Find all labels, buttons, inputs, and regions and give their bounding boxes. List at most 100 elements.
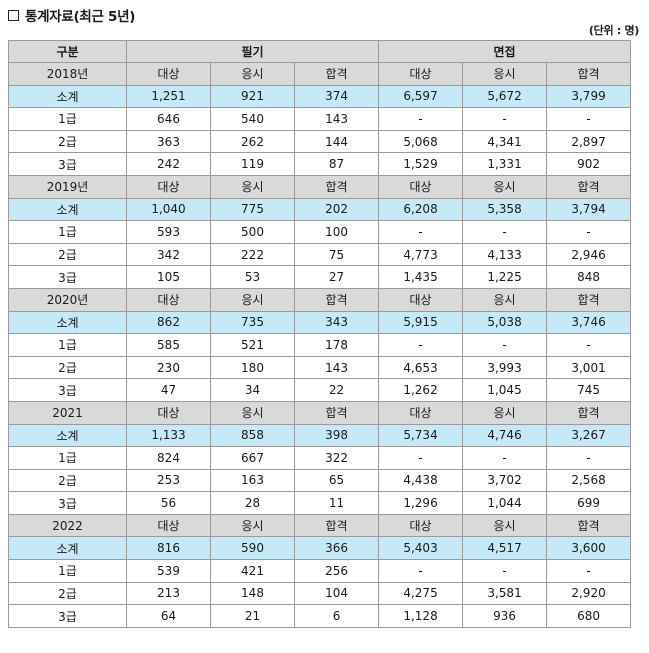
table-row: 3급 242 119 87 1,529 1,331 902 — [8, 152, 632, 176]
row-label: 소계 — [8, 536, 127, 561]
table-cell: 4,341 — [462, 129, 548, 154]
year-label: 2021 — [8, 400, 127, 425]
table-cell: 5,068 — [378, 129, 464, 154]
year-header-row: 2022 대상 응시 합격 대상 응시 합격 — [8, 513, 632, 538]
table-cell: 3,993 — [462, 355, 548, 380]
table-row: 2급 342 222 75 4,773 4,133 2,946 — [8, 242, 632, 267]
table-cell: 824 — [126, 446, 211, 470]
table-cell: 87 — [293, 152, 380, 176]
table-cell: 1,133 — [126, 423, 211, 448]
table-cell: - — [546, 559, 632, 583]
table-cell: - — [546, 333, 632, 357]
table-cell: 242 — [126, 152, 211, 176]
column-header: 대상 — [126, 513, 211, 538]
table-cell: 202 — [293, 197, 380, 222]
statistics-table-body: 구분 필기 면접 2018년 대상 응시 합격 대상 응시 합격 소계 1,251 921 374 6… — [8, 40, 632, 628]
column-header: 응시 — [210, 513, 295, 538]
table-cell: 2,568 — [546, 468, 632, 493]
table-cell: 1,435 — [378, 265, 464, 289]
table-cell: - — [378, 446, 464, 470]
column-header: 대상 — [378, 513, 464, 538]
subtotal-row: 소계 1,133 858 398 5,734 4,746 3,267 — [8, 423, 632, 448]
unit-note: (단위 : 명) — [588, 24, 639, 37]
table-cell: 6,597 — [378, 84, 464, 109]
table-row: 3급 64 21 6 1,128 936 680 — [8, 604, 632, 628]
year-label: 2018년 — [8, 62, 127, 86]
table-cell: 105 — [126, 265, 211, 289]
subtotal-row: 소계 816 590 366 5,403 4,517 3,600 — [8, 536, 632, 561]
column-header: 대상 — [378, 62, 464, 86]
table-row: 2급 363 262 144 5,068 4,341 2,897 — [8, 129, 632, 154]
table-cell: 1,331 — [462, 152, 548, 176]
table-cell: - — [546, 107, 632, 131]
table-cell: 421 — [210, 559, 295, 583]
table-cell: 500 — [210, 220, 295, 244]
table-cell: 21 — [210, 604, 295, 628]
section-title-text: 통계자료(최근 5년) — [25, 9, 136, 25]
table-cell: - — [462, 333, 548, 357]
table-cell: 1,040 — [126, 197, 211, 222]
subtotal-row: 소계 1,040 775 202 6,208 5,358 3,794 — [8, 197, 632, 222]
table-cell: 28 — [210, 491, 295, 515]
row-label: 2급 — [8, 129, 127, 154]
table-cell: 1,225 — [462, 265, 548, 289]
table-cell: - — [546, 220, 632, 244]
table-cell: 4,773 — [378, 242, 464, 267]
year-label: 2019년 — [8, 174, 127, 199]
table-cell: 902 — [546, 152, 632, 176]
row-label: 소계 — [8, 310, 127, 335]
table-cell: 148 — [210, 581, 295, 606]
column-header: 응시 — [210, 287, 295, 312]
column-header: 합격 — [546, 400, 632, 425]
year-header-row: 2018년 대상 응시 합격 대상 응시 합격 — [8, 62, 632, 86]
table-cell: 593 — [126, 220, 211, 244]
column-header: 대상 — [126, 400, 211, 425]
table-cell: 230 — [126, 355, 211, 380]
table-cell: 936 — [462, 604, 548, 628]
column-header: 합격 — [293, 287, 380, 312]
table-cell: 222 — [210, 242, 295, 267]
table-cell: 178 — [293, 333, 380, 357]
column-header: 응시 — [210, 174, 295, 199]
table-cell: 5,734 — [378, 423, 464, 448]
row-label: 3급 — [8, 152, 127, 176]
table-row: 2급 230 180 143 4,653 3,993 3,001 — [8, 355, 632, 380]
row-label: 3급 — [8, 491, 127, 515]
column-header: 응시 — [462, 62, 548, 86]
table-cell: 374 — [293, 84, 380, 109]
table-cell: 3,794 — [546, 197, 632, 222]
table-cell: 27 — [293, 265, 380, 289]
table-cell: 862 — [126, 310, 211, 335]
column-header: 합격 — [293, 513, 380, 538]
column-header: 응시 — [462, 174, 548, 199]
table-cell: 5,358 — [462, 197, 548, 222]
column-header: 합격 — [546, 174, 632, 199]
table-cell: 1,296 — [378, 491, 464, 515]
table-cell: 3,267 — [546, 423, 632, 448]
table-cell: 1,044 — [462, 491, 548, 515]
year-header-row: 2021 대상 응시 합격 대상 응시 합격 — [8, 400, 632, 425]
table-cell: 3,600 — [546, 536, 632, 561]
section-title: 통계자료(최근 5년) — [8, 4, 135, 26]
table-cell: 64 — [126, 604, 211, 628]
table-cell: 163 — [210, 468, 295, 493]
table-cell: 398 — [293, 423, 380, 448]
table-row: 3급 105 53 27 1,435 1,225 848 — [8, 265, 632, 289]
table-cell: 4,275 — [378, 581, 464, 606]
table-row: 2급 253 163 65 4,438 3,702 2,568 — [8, 468, 632, 493]
row-label: 1급 — [8, 107, 127, 131]
column-header: 대상 — [126, 287, 211, 312]
table-cell: 4,438 — [378, 468, 464, 493]
table-row: 1급 646 540 143- - - — [8, 107, 632, 131]
table-cell: 343 — [293, 310, 380, 335]
subtotal-row: 소계 862 735 343 5,915 5,038 3,746 — [8, 310, 632, 335]
table-cell: 56 — [126, 491, 211, 515]
table-cell: 521 — [210, 333, 295, 357]
row-label: 2급 — [8, 355, 127, 380]
row-label: 2급 — [8, 468, 127, 493]
table-cell: - — [462, 220, 548, 244]
table-cell: 1,128 — [378, 604, 464, 628]
table-cell: - — [378, 559, 464, 583]
column-header: 응시 — [462, 400, 548, 425]
table-cell: 3,581 — [462, 581, 548, 606]
